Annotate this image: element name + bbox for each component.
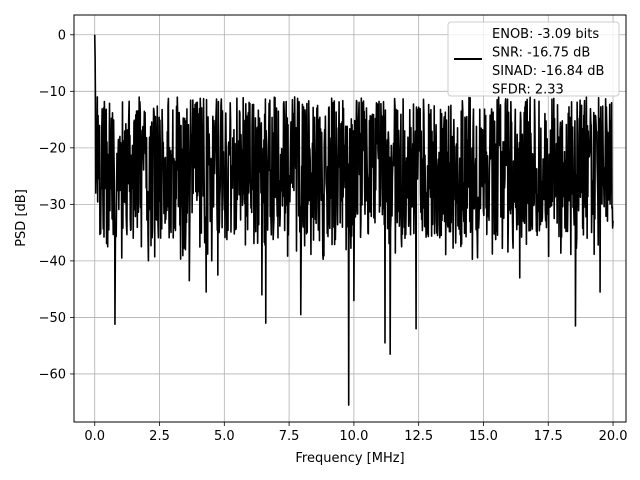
- psd-series-line: [93, 34, 614, 406]
- x-tick-label: 5.0: [214, 429, 235, 444]
- x-tick-label: 10.0: [339, 429, 368, 444]
- x-axis-label: Frequency [MHz]: [295, 451, 404, 466]
- legend-text-line: SINAD: -16.84 dB: [492, 64, 604, 79]
- y-tick-label: −50: [39, 311, 66, 326]
- y-tick-label: 0: [58, 28, 66, 43]
- legend-entry: ENOB: -3.09 bits SNR: -16.75 dB SINAD: -16…: [492, 27, 604, 98]
- y-tick-label: −10: [39, 85, 66, 100]
- y-tick-label: −20: [39, 141, 66, 156]
- legend-text-line: SNR: -16.75 dB: [492, 46, 590, 61]
- y-tick-label: −30: [39, 198, 66, 213]
- x-tick-label: 0.0: [84, 429, 105, 444]
- legend: ENOB: -3.09 bits SNR: -16.75 dB SINAD: -16…: [447, 21, 620, 98]
- plot-area: [93, 34, 614, 406]
- x-tick-label: 12.5: [404, 429, 433, 444]
- x-tick-label: 2.5: [149, 429, 170, 444]
- y-tick-label: −40: [39, 254, 66, 269]
- legend-text-line: SFDR: 2.33: [492, 83, 564, 98]
- x-tick-label: 20.0: [599, 429, 628, 444]
- x-tick-label: 7.5: [279, 429, 300, 444]
- x-axis: 0.0 2.5 5.0 7.5 10.0 12.5 15.0 17.5 20.0: [84, 422, 628, 444]
- y-tick-label: −60: [39, 367, 66, 382]
- x-tick-label: 15.0: [469, 429, 498, 444]
- x-tick-label: 17.5: [534, 429, 563, 444]
- y-axis: 0 −10 −20 −30 −40 −50 −60: [39, 28, 74, 382]
- legend-text-line: ENOB: -3.09 bits: [492, 27, 599, 42]
- legend-box: [447, 21, 620, 97]
- y-axis-label: PSD [dB]: [14, 189, 29, 247]
- plot-frame: [73, 14, 627, 423]
